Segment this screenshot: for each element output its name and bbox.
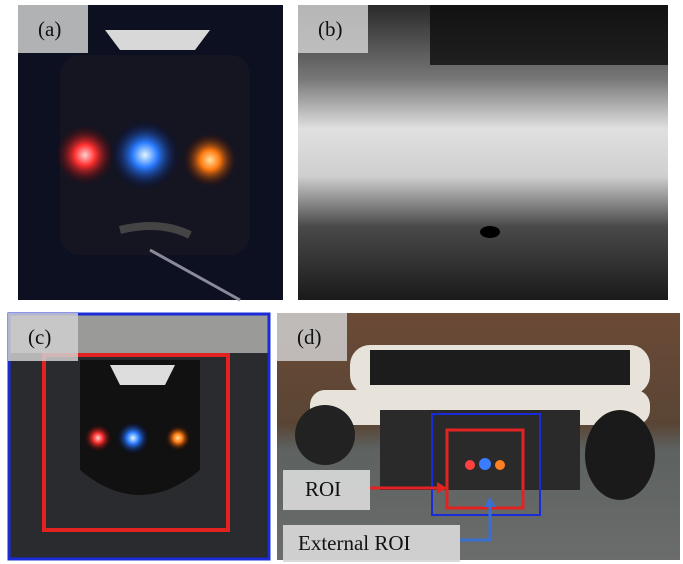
- panel-b: (b): [298, 5, 668, 300]
- panel-label: (b): [318, 17, 343, 41]
- page: {"panels": [ {"label": "(a)"}, {"label":…: [0, 0, 683, 564]
- panel-c: (c): [8, 313, 270, 560]
- panel-label: (c): [28, 325, 51, 349]
- panel-a: (a): [18, 5, 283, 300]
- panel-d: (d) ROI External ROI: [277, 313, 680, 562]
- roi-label: ROI: [305, 477, 341, 501]
- external-roi-label: External ROI: [298, 531, 411, 555]
- panel-label: (d): [297, 325, 322, 349]
- panel-label: (a): [38, 17, 61, 41]
- figure: (a) (b) (c): [0, 0, 683, 564]
